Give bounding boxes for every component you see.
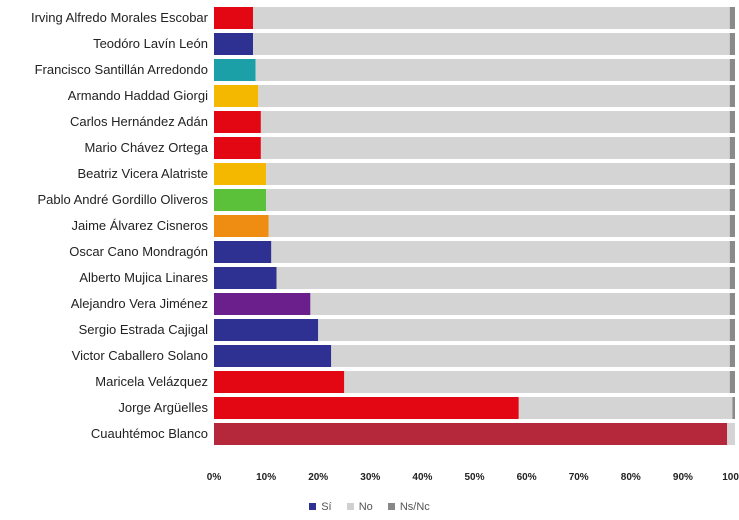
- category-label-teodoro-lavin-leon: Teodóro Lavín León: [93, 36, 208, 51]
- bar-si-mario-chavez-ortega: [214, 137, 261, 159]
- bar-nsnc-maricela-velazquez: [729, 371, 735, 393]
- bar-no-oscar-cano-mondragon: [271, 241, 730, 263]
- x-tick-label: 100%: [722, 472, 739, 483]
- bar-si-carlos-hernandez-adan: [214, 111, 261, 133]
- legend-item-si: Sí: [309, 501, 332, 513]
- x-tick-label: 10%: [256, 472, 276, 483]
- bar-no-irving-alfredo-morales-escobar: [253, 7, 730, 29]
- category-label-jaime-alvarez-cisneros: Jaime Álvarez Cisneros: [71, 218, 208, 233]
- legend-item-no: No: [346, 501, 373, 513]
- category-label-alejandro-vera-jimenez: Alejandro Vera Jiménez: [71, 296, 208, 311]
- x-tick-label: 40%: [412, 472, 432, 483]
- bar-si-oscar-cano-mondragon: [214, 241, 272, 263]
- bar-no-sergio-estrada-cajigal: [318, 319, 730, 341]
- x-tick-label: 20%: [308, 472, 328, 483]
- category-label-irving-alfredo-morales-escobar: Irving Alfredo Morales Escobar: [31, 10, 209, 25]
- category-label-carlos-hernandez-adan: Carlos Hernández Adán: [70, 114, 208, 129]
- legend-label-no: No: [358, 501, 373, 513]
- bar-nsnc-mario-chavez-ortega: [729, 137, 735, 159]
- bar-nsnc-jorge-arguelles: [732, 397, 735, 419]
- category-label-mario-chavez-ortega: Mario Chávez Ortega: [84, 140, 208, 155]
- bar-nsnc-francisco-santillan-arredondo: [729, 59, 735, 81]
- bar-si-victor-caballero-solano: [214, 345, 332, 367]
- bar-nsnc-alejandro-vera-jimenez: [729, 293, 735, 315]
- bar-no-carlos-hernandez-adan: [260, 111, 730, 133]
- category-label-jorge-arguelles: Jorge Argüelles: [118, 400, 208, 415]
- x-tick-label: 70%: [569, 472, 589, 483]
- legend-swatch-si: [309, 503, 317, 510]
- category-label-maricela-velazquez: Maricela Velázquez: [95, 374, 208, 389]
- bar-no-armando-haddad-giorgi: [258, 85, 730, 107]
- legend-item-nsnc: Ns/Nc: [387, 501, 430, 513]
- bar-si-jorge-arguelles: [214, 397, 519, 419]
- bar-si-pablo-andre-gordillo-oliveros: [214, 189, 267, 211]
- x-tick-label: 80%: [621, 472, 641, 483]
- bar-si-beatriz-vicera-alatriste: [214, 163, 267, 185]
- bar-nsnc-beatriz-vicera-alatriste: [729, 163, 735, 185]
- bar-no-francisco-santillan-arredondo: [255, 59, 730, 81]
- bar-no-beatriz-vicera-alatriste: [266, 163, 730, 185]
- x-tick-label: 60%: [517, 472, 537, 483]
- x-tick-label: 30%: [360, 472, 380, 483]
- bar-nsnc-oscar-cano-mondragon: [729, 241, 735, 263]
- bar-si-sergio-estrada-cajigal: [214, 319, 319, 341]
- legend-swatch-no: [346, 503, 354, 510]
- bar-no-jaime-alvarez-cisneros: [268, 215, 730, 237]
- legend-label-nsnc: Ns/Nc: [399, 501, 430, 513]
- bar-si-francisco-santillan-arredondo: [214, 59, 256, 81]
- bar-nsnc-pablo-andre-gordillo-oliveros: [729, 189, 735, 211]
- bar-no-alejandro-vera-jimenez: [310, 293, 730, 315]
- x-tick-label: 50%: [464, 472, 484, 483]
- category-label-alberto-mujica-linares: Alberto Mujica Linares: [79, 270, 208, 285]
- bar-no-jorge-arguelles: [518, 397, 733, 419]
- bar-no-cuauhtemoc-blanco: [727, 423, 735, 445]
- bar-nsnc-carlos-hernandez-adan: [729, 111, 735, 133]
- bar-si-teodoro-lavin-leon: [214, 33, 254, 55]
- bar-no-teodoro-lavin-leon: [253, 33, 730, 55]
- x-tick-label: 90%: [673, 472, 693, 483]
- bar-nsnc-alberto-mujica-linares: [729, 267, 735, 289]
- bar-no-pablo-andre-gordillo-oliveros: [266, 189, 730, 211]
- chart: Irving Alfredo Morales Escobar Teodóro La…: [31, 7, 739, 483]
- bar-si-armando-haddad-giorgi: [214, 85, 259, 107]
- category-label-sergio-estrada-cajigal: Sergio Estrada Cajigal: [79, 322, 208, 337]
- category-label-oscar-cano-mondragon: Oscar Cano Mondragón: [69, 244, 208, 259]
- category-label-beatriz-vicera-alatriste: Beatriz Vicera Alatriste: [77, 166, 208, 181]
- legend: Sí No Ns/Nc: [0, 501, 739, 513]
- bar-si-alejandro-vera-jimenez: [214, 293, 311, 315]
- bar-no-mario-chavez-ortega: [260, 137, 730, 159]
- x-tick-label: 0%: [207, 472, 222, 483]
- bar-si-irving-alfredo-morales-escobar: [214, 7, 254, 29]
- bar-nsnc-sergio-estrada-cajigal: [729, 319, 735, 341]
- category-label-armando-haddad-giorgi: Armando Haddad Giorgi: [68, 88, 208, 103]
- bar-si-maricela-velazquez: [214, 371, 345, 393]
- bar-nsnc-irving-alfredo-morales-escobar: [729, 7, 735, 29]
- bar-no-alberto-mujica-linares: [276, 267, 730, 289]
- category-label-pablo-andre-gordillo-oliveros: Pablo André Gordillo Oliveros: [37, 192, 208, 207]
- category-label-francisco-santillan-arredondo: Francisco Santillán Arredondo: [35, 62, 208, 77]
- bar-nsnc-teodoro-lavin-leon: [729, 33, 735, 55]
- bar-nsnc-jaime-alvarez-cisneros: [729, 215, 735, 237]
- bar-si-cuauhtemoc-blanco: [214, 423, 728, 445]
- bar-si-jaime-alvarez-cisneros: [214, 215, 269, 237]
- category-label-cuauhtemoc-blanco: Cuauhtémoc Blanco: [91, 426, 208, 441]
- bar-no-maricela-velazquez: [344, 371, 730, 393]
- category-label-victor-caballero-solano: Victor Caballero Solano: [72, 348, 208, 363]
- legend-swatch-nsnc: [387, 503, 395, 510]
- bar-no-victor-caballero-solano: [331, 345, 730, 367]
- legend-label-si: Sí: [321, 501, 332, 513]
- bar-nsnc-victor-caballero-solano: [729, 345, 735, 367]
- bar-nsnc-armando-haddad-giorgi: [729, 85, 735, 107]
- bar-si-alberto-mujica-linares: [214, 267, 277, 289]
